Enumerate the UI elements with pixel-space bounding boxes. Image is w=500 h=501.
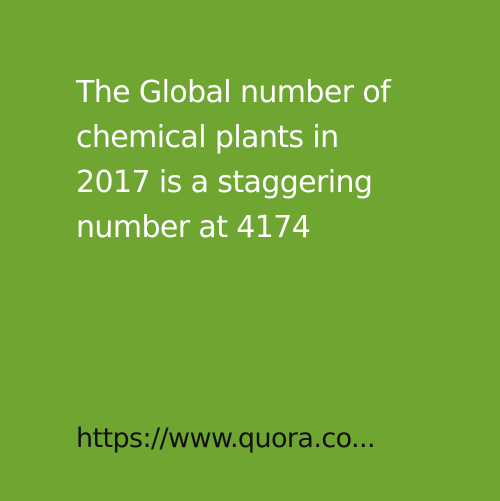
headline-line-1: The Global number of — [76, 75, 391, 110]
headline-line-4: number at 4174 — [76, 210, 311, 245]
headline-line-3: 2017 is a staggering — [76, 165, 373, 200]
fact-headline: The Global number of chemical plants in … — [76, 70, 486, 250]
headline-line-2: chemical plants in — [76, 120, 339, 155]
source-url: https://www.quora.co... — [76, 423, 376, 454]
